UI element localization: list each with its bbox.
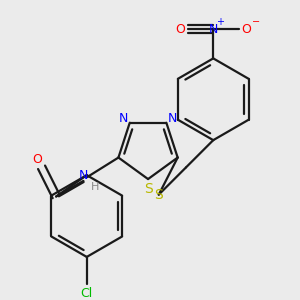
Text: S: S: [154, 188, 163, 202]
Text: O: O: [175, 23, 185, 36]
Text: N: N: [167, 112, 177, 125]
Text: H: H: [91, 182, 99, 192]
Text: N: N: [119, 112, 129, 125]
Text: −: −: [252, 17, 260, 27]
Text: O: O: [242, 23, 251, 36]
Text: S: S: [144, 182, 152, 196]
Text: N: N: [208, 23, 218, 36]
Text: +: +: [216, 17, 224, 27]
Text: O: O: [33, 153, 43, 166]
Text: Cl: Cl: [81, 287, 93, 300]
Text: N: N: [79, 169, 88, 182]
